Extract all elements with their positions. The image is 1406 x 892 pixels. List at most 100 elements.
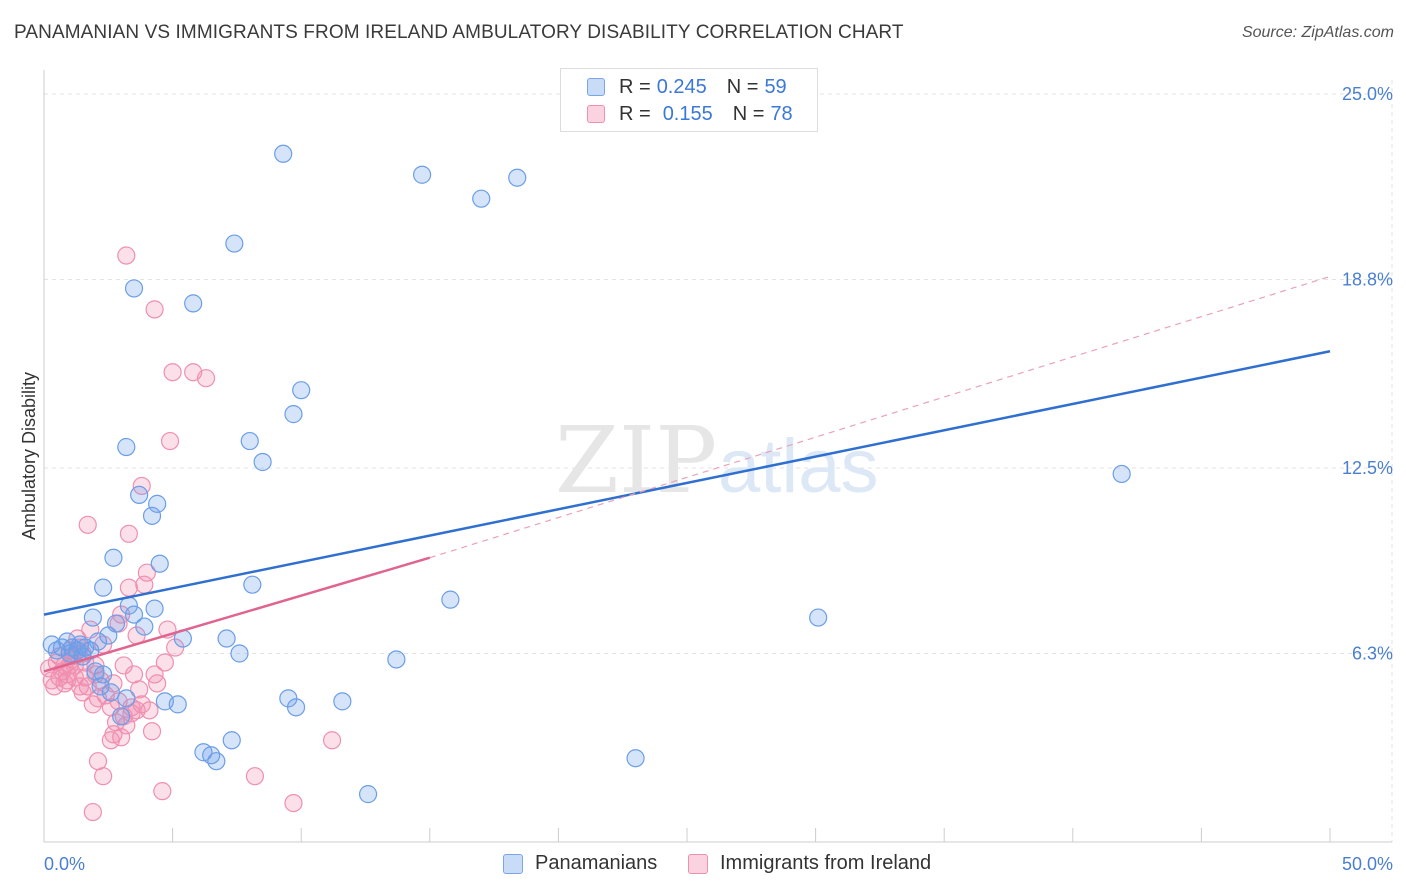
panamanian-trend-line [43,350,1331,616]
n-label: N = [732,102,765,125]
ireland-point [58,671,77,690]
ireland-point [142,722,162,741]
panamanian-point [387,650,406,669]
panamanian-point [284,405,303,424]
r-label: R = [619,75,651,98]
panamanian-point [243,575,262,594]
panamanian-point [145,599,164,618]
panamanian-point [1112,464,1131,484]
pink-swatch [688,853,708,874]
panamanian-point [124,605,144,624]
ireland-point [119,524,138,543]
panamanian-point [358,785,378,804]
panamanian-point [472,189,491,208]
panamanian-point [104,548,123,567]
ireland-point [76,668,95,687]
ireland-point [114,656,133,675]
legend-item-ireland: Immigrants from Ireland [688,852,931,875]
blue-swatch [587,78,605,96]
panamanian-point [217,629,236,648]
r-label: R = [619,102,651,125]
ireland-point [101,731,120,750]
x-tick-labels: 0.0% 50.0% [44,854,1393,874]
panamanian-point [225,234,244,253]
panamanian-point [202,746,221,765]
ireland-point [83,695,102,714]
ireland-point [196,369,216,388]
panamanian-point [184,294,203,313]
panamanian-point [106,614,126,633]
r-value: 0.155 [662,102,713,125]
panamanian-point [135,617,154,636]
panamanian-point [150,554,169,573]
axes [43,70,1392,843]
x-tick-label: 0.0% [44,854,85,874]
ireland-point [88,752,108,771]
panamanian-point [274,144,293,163]
legend-series: Panamanians Immigrants from Ireland [0,852,1406,878]
panamanian-point [292,381,311,400]
panamanian-point [117,689,136,708]
ireland-point [160,431,180,451]
ireland-point [284,794,303,813]
blue-swatch [503,853,523,874]
panamanian-point [222,731,241,750]
n-value: 78 [770,102,793,125]
panamanian-point [142,506,162,525]
panamanian-point [207,752,226,771]
ireland-point [155,653,174,672]
ireland-point [145,300,164,319]
panamanian-point [117,437,136,457]
series-panamanians [42,144,1131,804]
watermark-atlas: atlas [718,424,879,509]
legend-stats: R = 0.245 N = 59 R = 0.155 N = 78 [560,68,818,132]
chart-title: PANAMANIAN VS IMMIGRANTS FROM IRELAND AM… [14,22,904,43]
ireland-point [137,563,156,582]
ireland-point [122,698,141,717]
panamanian-point [286,698,306,717]
ireland-point [119,578,138,597]
panamanian-point [42,635,61,654]
panamanian-point [70,635,90,654]
panamanian-point [168,695,187,714]
legend-label: Panamanians [535,852,658,874]
panamanian-point [441,590,460,609]
panamanian-point [101,683,120,702]
panamanian-point [333,692,352,711]
y-tick-label: 6.3% [1352,643,1393,663]
n-label: N = [726,75,759,98]
ireland-point [83,802,102,822]
source-label: Source: ZipAtlas.com [1241,24,1394,41]
legend-item-panamanians: Panamanians [503,852,657,875]
ireland-point [140,701,159,720]
panamanian-point [130,485,149,504]
y-tick-label: 12.5% [1342,458,1393,478]
ireland-point [78,515,97,534]
panamanian-point [94,578,113,597]
panamanian-point [148,494,167,513]
panamanian-point [83,608,102,627]
legend-row-panamanians: R = 0.245 N = 59 [587,74,787,100]
y-axis-label: Ambulatory Disability [19,372,39,540]
ireland-point [148,674,167,693]
panamanian-point [230,644,249,663]
panamanian-point [809,608,828,627]
panamanian-point [240,431,259,451]
ireland-point [117,246,136,265]
y-tick-label: 18.8% [1342,269,1393,289]
ireland-trend-line [43,556,431,673]
panamanian-point [88,632,108,651]
legend-row-ireland: R = 0.155 N = 78 [587,101,793,127]
panamanian-point [94,665,113,684]
y-tick-labels: 6.3% 12.5% 18.8% 25.0% [1342,84,1393,664]
x-tick-label: 50.0% [1342,854,1393,874]
panamanian-point [124,279,144,298]
y-tick-label: 25.0% [1342,84,1393,104]
ireland-point [153,782,172,801]
series-immigrants-from-ireland [40,246,342,822]
ireland-point [117,716,136,735]
legend-label: Immigrants from Ireland [720,852,932,874]
n-value: 59 [764,75,787,98]
ireland-point [163,363,182,382]
r-value: 0.245 [656,75,707,98]
